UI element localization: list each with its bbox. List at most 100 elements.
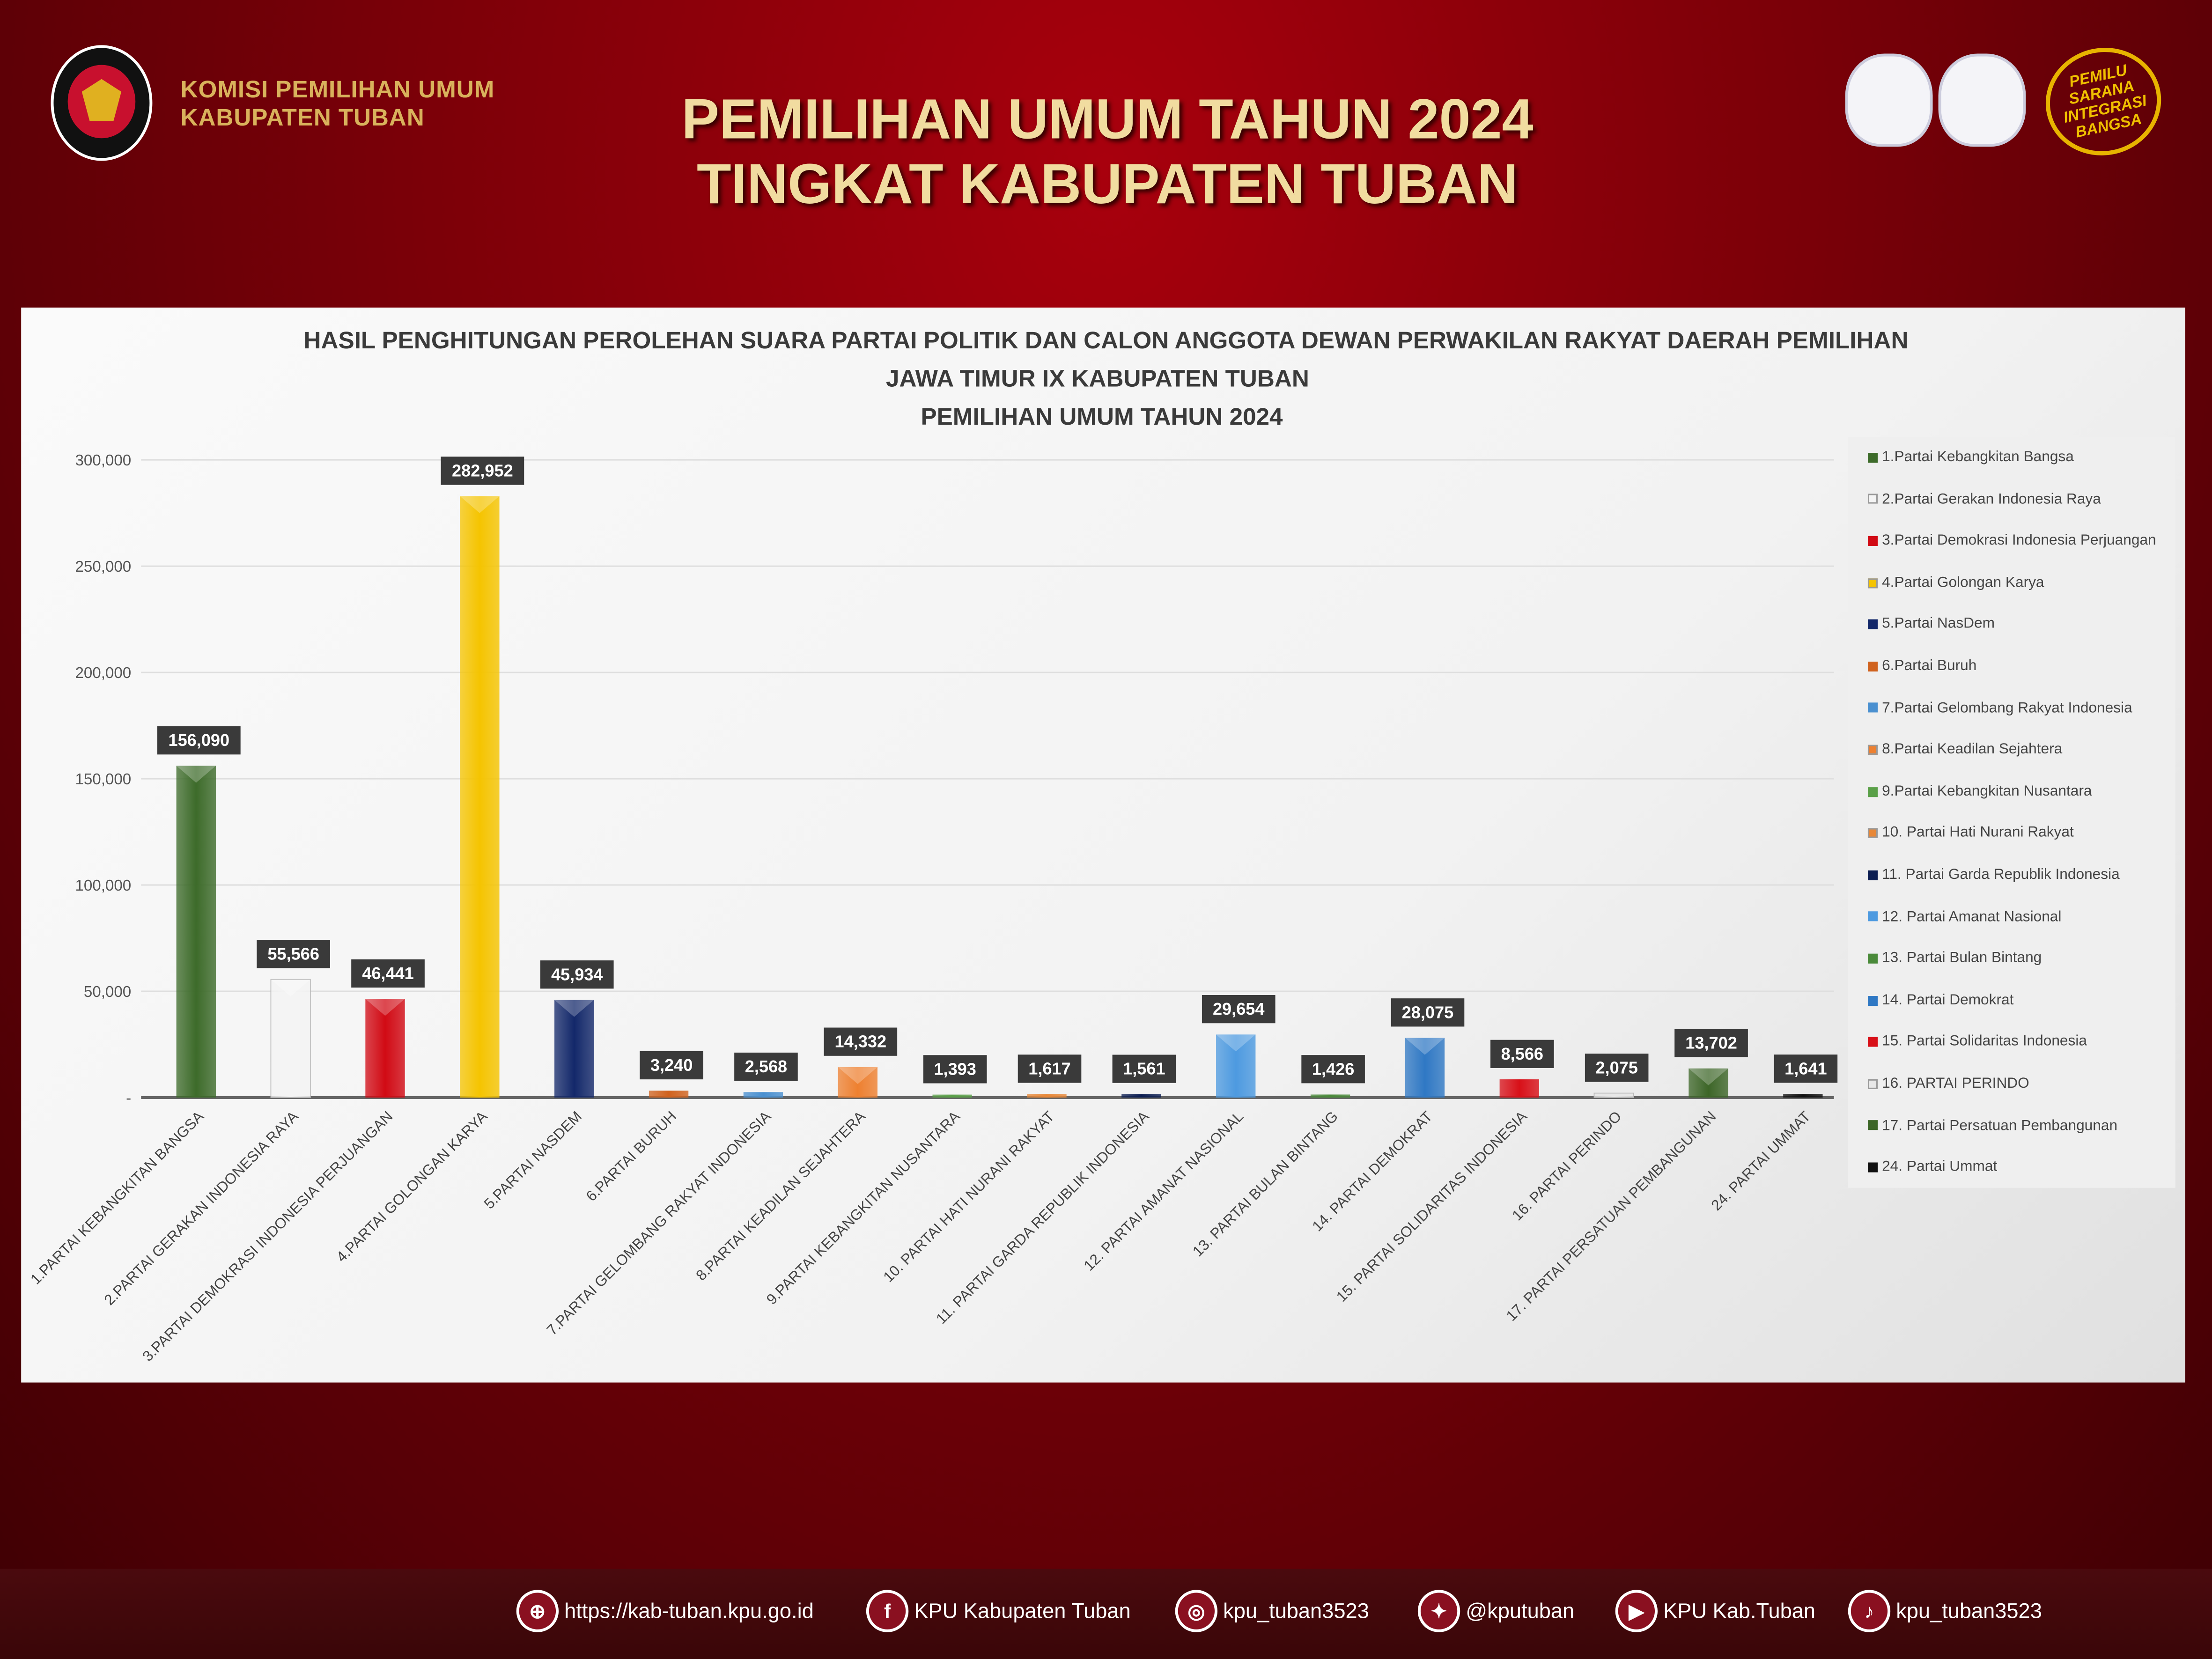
twitter-icon: ✦ (1417, 1590, 1460, 1632)
footer-link-text: https://kab-tuban.kpu.go.id (564, 1599, 814, 1623)
legend-label: 8.Partai Keadilan Sejahtera (1882, 741, 2063, 758)
facebook-icon: f (866, 1590, 909, 1632)
legend-swatch (1867, 870, 1878, 880)
legend-item: 12. Partai Amanat Nasional (1867, 908, 2061, 925)
legend-item: 11. Partai Garda Republik Indonesia (1867, 866, 2120, 883)
legend-label: 15. Partai Solidaritas Indonesia (1882, 1033, 2087, 1050)
footer-link[interactable]: ✦ @kputuban (1417, 1587, 1574, 1635)
data-label-box (923, 1055, 987, 1084)
bar (932, 1094, 972, 1098)
bar (1499, 1079, 1539, 1098)
y-tick-label: 250,000 (75, 558, 131, 575)
bar (270, 979, 311, 1098)
x-tick-label: 5.PARTAI NASDEM (480, 1108, 585, 1212)
legend-item: 1.Partai Kebangkitan Bangsa (1867, 449, 2074, 466)
data-label: 45,934 (551, 965, 603, 984)
x-tick-label: 15. PARTAI SOLIDARITAS INDONESIA (1333, 1107, 1530, 1305)
legend-label: 3.Partai Demokrasi Indonesia Perjuangan (1882, 532, 2156, 549)
data-label-box (640, 1051, 703, 1080)
bar (649, 1091, 689, 1098)
legend-item: 9.Partai Kebangkitan Nusantara (1867, 782, 2092, 800)
data-label: 1,426 (1312, 1059, 1354, 1078)
org-line1: KOMISI PEMILIHAN UMUM (180, 76, 495, 103)
legend-swatch (1867, 953, 1878, 964)
chart-title-line1: HASIL PENGHITUNGAN PEROLEHAN SUARA PARTA… (303, 327, 1909, 354)
legend-label: 13. Partai Bulan Bintang (1882, 950, 2042, 967)
y-tick-label: - (126, 1090, 131, 1107)
legend-swatch (1867, 661, 1878, 671)
data-label-box (1391, 998, 1465, 1027)
legend-swatch (1867, 577, 1878, 588)
legend-swatch (1867, 452, 1878, 463)
y-tick-label: 50,000 (84, 983, 131, 1001)
bar (1405, 1038, 1445, 1098)
data-label-box (734, 1052, 798, 1081)
legend-item: 6.Partai Buruh (1867, 657, 1976, 674)
data-label: 3,240 (650, 1055, 693, 1075)
data-label: 282,952 (452, 461, 513, 480)
footer-link[interactable]: ▶ KPU Kab.Tuban (1615, 1587, 1815, 1635)
legend-swatch (1867, 745, 1878, 755)
data-label-box (1774, 1054, 1838, 1083)
data-label: 1,617 (1028, 1059, 1070, 1078)
data-label-box (441, 457, 524, 485)
data-label: 55,566 (267, 944, 319, 964)
bar (838, 1067, 877, 1098)
footer-link[interactable]: ◎ kpu_tuban3523 (1175, 1587, 1369, 1635)
legend-label: 7.Partai Gelombang Rakyat Indonesia (1882, 699, 2132, 716)
legend-swatch (1867, 786, 1878, 796)
organization-name: KOMISI PEMILIHAN UMUM KABUPATEN TUBAN (181, 76, 495, 133)
legend-swatch (1867, 828, 1878, 838)
x-tick-label: 4.PARTAI GOLONGAN KARYA (333, 1107, 491, 1265)
legend-label: 1.Partai Kebangkitan Bangsa (1882, 449, 2074, 466)
x-tick-label: 11. PARTAI GARDA REPUBLIK INDONESIA (933, 1107, 1152, 1327)
x-tick-label: 16. PARTAI PERINDO (1509, 1108, 1625, 1224)
legend-swatch (1867, 995, 1878, 1005)
bar (554, 1000, 594, 1098)
data-label: 2,568 (745, 1057, 787, 1076)
legend-swatch (1867, 1037, 1878, 1047)
data-label-box (1112, 1054, 1176, 1083)
footer-link-text: KPU Kabupaten Tuban (914, 1599, 1131, 1623)
chart-legend: 1.Partai Kebangkitan Bangsa 2.Partai Gera… (1848, 437, 2175, 1188)
legend-label: 5.Partai NasDem (1882, 615, 1995, 633)
legend-label: 9.Partai Kebangkitan Nusantara (1882, 782, 2092, 800)
footer-link[interactable]: ⊕ https://kab-tuban.kpu.go.id (516, 1587, 814, 1635)
legend-item: 13. Partai Bulan Bintang (1867, 950, 2042, 967)
legend-item: 4.Partai Golongan Karya (1867, 574, 2044, 591)
bar-highlight (1216, 1034, 1256, 1052)
data-label: 46,441 (362, 964, 414, 983)
legend-label: 4.Partai Golongan Karya (1882, 574, 2044, 591)
x-tick-label: 8.PARTAI KEADILAN SEJAHTERA (693, 1107, 869, 1284)
bar (1783, 1094, 1823, 1098)
main-title: PEMILIHAN UMUM TAHUN 2024 TINGKAT KABUPA… (536, 88, 1679, 217)
youtube-icon: ▶ (1615, 1590, 1658, 1632)
legend-swatch (1867, 1078, 1878, 1089)
x-tick-label: 10. PARTAI HATI NURANI RAKYAT (880, 1108, 1058, 1286)
x-tick-label: 7.PARTAI GELOMBANG RAKYAT INDONESIA (543, 1107, 774, 1338)
legend-swatch (1867, 536, 1878, 546)
y-tick-label: 300,000 (75, 452, 131, 469)
bar (1688, 1068, 1728, 1098)
legend-label: 2.Partai Gerakan Indonesia Raya (1882, 490, 2101, 508)
data-label-box (257, 940, 330, 968)
x-tick-label: 6.PARTAI BURUH (582, 1108, 679, 1205)
x-tick-label: 1.PARTAI KEBANGKITAN BANGSA (27, 1107, 207, 1288)
data-label: 1,641 (1784, 1059, 1827, 1078)
chart-title-line3: PEMILIHAN UMUM TAHUN 2024 (921, 403, 1283, 430)
bar-highlight (271, 979, 310, 996)
legend-swatch (1867, 494, 1878, 504)
footer-link[interactable]: ♪ kpu_tuban3523 (1848, 1587, 2042, 1635)
data-label: 1,393 (934, 1059, 976, 1078)
bar (1310, 1094, 1350, 1098)
data-label: 14,332 (835, 1032, 887, 1051)
legend-label: 17. Partai Persatuan Pembangunan (1882, 1116, 2118, 1134)
footer-link[interactable]: f KPU Kabupaten Tuban (866, 1587, 1131, 1635)
bar (1121, 1094, 1161, 1098)
chart-title-line2: JAWA TIMUR IX KABUPATEN TUBAN (885, 365, 1309, 392)
legend-item: 7.Partai Gelombang Rakyat Indonesia (1867, 699, 2132, 716)
mascot-image (1938, 53, 2026, 147)
y-tick-label: 150,000 (75, 771, 131, 788)
